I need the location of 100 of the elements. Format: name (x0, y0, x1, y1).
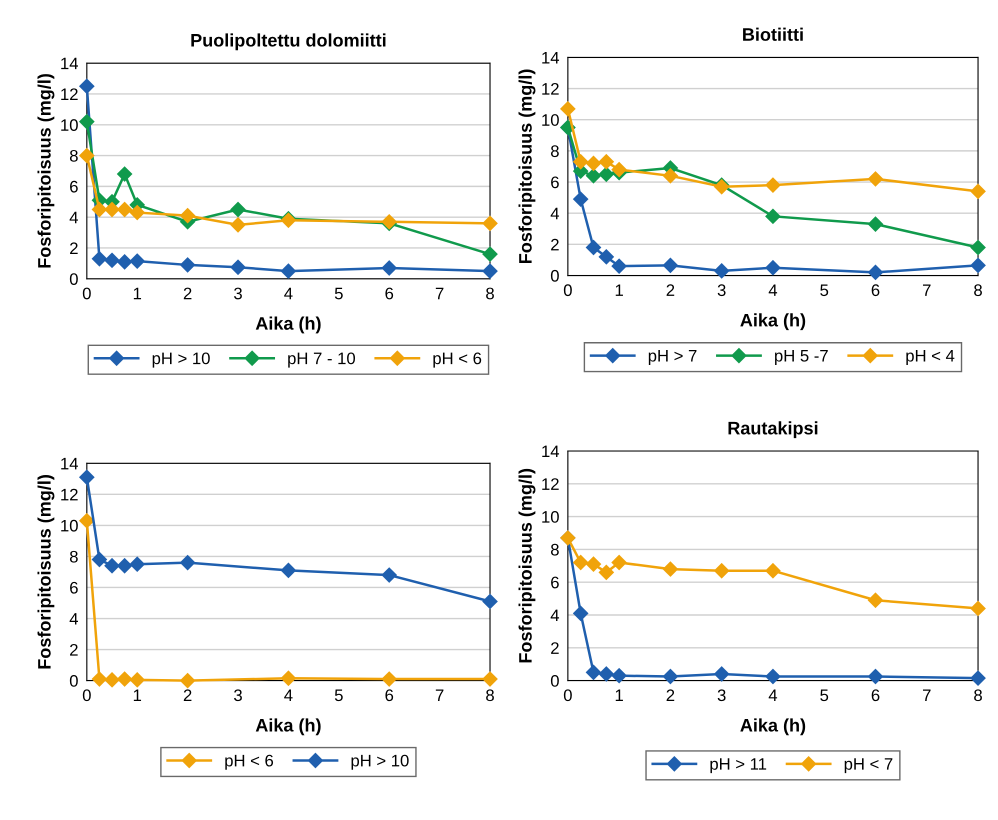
point (598, 249, 614, 264)
x-tick-label: 3 (234, 689, 242, 702)
y-tick-label: 8 (70, 550, 78, 563)
point (79, 78, 94, 94)
y-axis-title: Fosforipitoisuus (mg/l) (518, 468, 536, 662)
point (180, 673, 196, 688)
point (104, 202, 120, 218)
legend-label: pH < 4 (906, 350, 954, 365)
point (573, 192, 588, 207)
x-tick-label: 4 (768, 690, 778, 702)
point (714, 263, 730, 278)
point (560, 101, 576, 116)
y-tick-label: 2 (551, 238, 559, 250)
x-tick-label: 0 (564, 284, 572, 296)
y-tick-label: 0 (550, 675, 559, 687)
y-tick-label: 10 (542, 511, 559, 523)
point (970, 670, 986, 686)
y-tick-label: 2 (70, 644, 78, 656)
point (573, 606, 588, 621)
point (92, 671, 107, 687)
y-tick-label: 6 (70, 180, 78, 193)
legend-label: pH > 11 (710, 758, 766, 774)
y-tick-label: 0 (550, 270, 559, 282)
point (765, 668, 781, 684)
point (92, 251, 107, 266)
point (868, 171, 884, 186)
x-tick-label: 2 (184, 689, 192, 702)
y-tick-label: 10 (61, 520, 78, 532)
y-axis-title: Fosforipitoisuus (mg/l) (37, 475, 54, 669)
point (117, 166, 132, 182)
point (382, 567, 397, 583)
y-tick-label: 8 (70, 150, 78, 162)
point (130, 204, 145, 220)
point (482, 216, 498, 231)
point (765, 563, 781, 578)
y-tick-label: 0 (70, 675, 78, 687)
point (230, 217, 246, 232)
x-axis-title: Aika (h) (256, 316, 321, 334)
y-tick-label: 10 (61, 119, 78, 131)
y-tick-label: 8 (550, 145, 559, 158)
y-tick-label: 0 (70, 273, 78, 286)
x-tick-label: 0 (82, 689, 91, 702)
y-tick-label: 12 (61, 488, 78, 500)
y-tick-label: 14 (61, 458, 78, 470)
x-tick-label: 2 (666, 284, 674, 296)
point (598, 154, 614, 170)
x-tick-label: 1 (616, 690, 623, 702)
x-tick-label: 8 (486, 288, 494, 300)
x-tick-label: 6 (385, 288, 394, 300)
legend-label: pH 5 -7 (775, 350, 828, 365)
point (482, 246, 498, 262)
point (180, 208, 196, 224)
point (280, 670, 296, 686)
y-tick-label: 8 (550, 544, 559, 556)
legend-label: pH > 7 (648, 350, 696, 365)
x-tick-label: 4 (768, 284, 778, 296)
point (598, 564, 614, 580)
x-tick-label: 7 (436, 690, 444, 702)
x-tick-label: 0 (564, 689, 572, 702)
point (586, 156, 602, 171)
x-tick-label: 5 (334, 690, 343, 702)
point (612, 258, 627, 274)
point (598, 666, 614, 682)
y-tick-label: 2 (551, 642, 559, 654)
y-axis-title: Fosforipitoisuus (mg/l) (518, 70, 536, 264)
y-tick-label: 12 (542, 82, 559, 95)
point (482, 594, 498, 610)
point (662, 562, 678, 577)
x-tick-label: 1 (134, 690, 142, 702)
point (482, 264, 498, 279)
point (79, 148, 94, 164)
point (104, 252, 120, 268)
point (382, 671, 397, 687)
legend-label: pH 7 - 10 (288, 352, 356, 368)
y-tick-label: 4 (70, 613, 78, 625)
point (714, 666, 730, 682)
y-tick-label: 12 (61, 88, 78, 100)
x-tick-label: 4 (284, 690, 293, 702)
legend-label: pH < 7 (844, 758, 892, 774)
point (79, 114, 94, 130)
x-tick-label: 3 (718, 689, 726, 702)
point (92, 552, 107, 568)
point (130, 254, 145, 269)
x-tick-label: 7 (922, 690, 931, 702)
point (970, 258, 986, 273)
point (117, 558, 132, 574)
chart-title: Biotiitti (743, 28, 803, 41)
point (662, 168, 678, 184)
y-tick-label: 4 (550, 208, 560, 220)
y-tick-label: 4 (70, 212, 78, 224)
point (104, 558, 120, 574)
point (130, 672, 145, 688)
point (280, 264, 296, 279)
y-axis-title: Fosforipitoisuus (mg/l) (37, 74, 54, 268)
x-tick-label: 6 (872, 284, 880, 296)
point (79, 470, 94, 485)
point (573, 154, 588, 170)
point (612, 554, 627, 570)
x-tick-label: 7 (922, 284, 931, 296)
x-tick-label: 6 (872, 689, 880, 702)
